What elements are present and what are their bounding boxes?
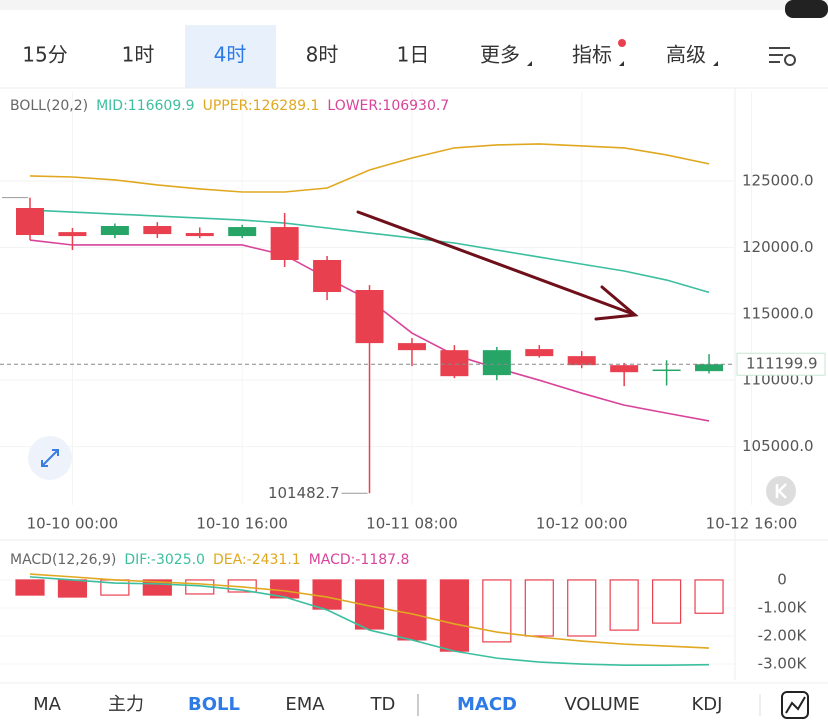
indicator-label: DEA:-2431.1 <box>213 552 301 568</box>
dropdown-caret <box>713 61 718 66</box>
candle-body <box>16 207 44 236</box>
timeframe-tab[interactable]: 1日 <box>397 43 430 67</box>
candle-body <box>228 227 257 237</box>
candle-body <box>143 225 172 235</box>
indicator-line <box>29 573 710 649</box>
candle-body <box>100 225 129 236</box>
candle-body <box>397 343 426 351</box>
x-tick-label: 10-12 16:00 <box>706 515 798 533</box>
macd-bar <box>439 579 469 652</box>
timeframe-tab[interactable]: 1时 <box>122 43 155 67</box>
trend-arrow <box>356 210 639 321</box>
candle-body <box>482 350 511 376</box>
indicator-line <box>29 209 710 294</box>
candle-body <box>270 227 299 260</box>
candle-body <box>652 369 681 372</box>
dropdown-caret <box>619 61 624 66</box>
indicator-tab[interactable]: TD <box>370 694 396 715</box>
timeframe-tab[interactable]: 8时 <box>306 43 339 67</box>
indicator-line <box>29 576 710 666</box>
status-strip <box>0 0 828 10</box>
x-tick-label: 10-11 08:00 <box>366 515 458 533</box>
macd-bar <box>609 579 639 631</box>
indicator-tab[interactable]: MACD <box>457 694 517 715</box>
indicator-label: MID:116609.9 <box>96 98 195 114</box>
indicator-label: MACD:-1187.8 <box>309 552 410 568</box>
y-tick-label: 105000.0 <box>742 437 814 455</box>
macd-bar <box>15 579 45 596</box>
candle-body <box>695 364 724 372</box>
macd-bar <box>57 579 88 598</box>
candle-body <box>525 349 554 357</box>
timeframe-tab[interactable]: 更多 <box>480 43 520 67</box>
indicator-label: BOLL(20,2) <box>10 98 88 114</box>
indicator-tab[interactable]: KDJ <box>692 694 723 715</box>
y-tick-label: 120000.0 <box>742 238 814 256</box>
y-tick-label: 125000.0 <box>742 171 814 189</box>
indicator-tab[interactable]: MA <box>33 694 62 715</box>
timeframe-tabs: 15分 1时 4时 8时 1日 更多 指标 高级 <box>22 39 718 67</box>
macd-bar <box>312 579 342 610</box>
x-tick-label: 10-10 16:00 <box>196 515 288 533</box>
timeframe-tab[interactable]: 15分 <box>22 43 67 67</box>
expand-button[interactable] <box>28 436 72 480</box>
y-tick-label: 115000.0 <box>742 304 814 322</box>
indicator-tab[interactable]: BOLL <box>188 694 240 715</box>
indicator-tab[interactable]: VOLUME <box>564 694 639 715</box>
y-tick-label: -2.00K <box>758 626 808 644</box>
macd-bar <box>694 579 724 614</box>
timeframe-tab[interactable]: 4时 <box>214 43 247 67</box>
indicator-tabs: MA 主力 BOLL EMA TD MACD VOLUME KDJ <box>33 694 722 715</box>
macd-bar <box>567 579 597 637</box>
macd-bar <box>397 579 427 641</box>
notification-dot <box>618 39 626 47</box>
price-chart: 105000.0110000.0115000.0120000.0125000.0… <box>0 92 826 533</box>
icon-line <box>785 696 806 714</box>
macd-chart: 0 -1.00K -2.00K -3.00K MACD(12,26,9) DIF:-302… <box>0 552 807 673</box>
timeframe-tab[interactable]: 指标 <box>572 43 612 67</box>
scroll-end-button[interactable] <box>766 476 796 506</box>
candle-body <box>355 290 384 344</box>
corner-shape <box>785 0 828 18</box>
chart-icon[interactable] <box>781 691 809 719</box>
x-tick-label: 10-10 00:00 <box>27 515 119 533</box>
indicator-tab[interactable]: 主力 <box>108 694 144 715</box>
button-bg <box>766 476 796 506</box>
y-tick-label: -3.00K <box>758 655 808 673</box>
price-annotation: 101482.7 <box>268 484 340 502</box>
indicator-label: UPPER:126289.1 <box>203 98 320 114</box>
x-tick-label: 10-12 00:00 <box>536 515 628 533</box>
candle-body <box>610 365 639 373</box>
button-icon <box>775 483 787 499</box>
settings-icon[interactable] <box>769 47 796 66</box>
last-price-box <box>736 352 826 376</box>
active-tab-bg <box>185 25 276 88</box>
y-tick-label: -1.00K <box>758 598 808 616</box>
macd-bar <box>524 579 554 637</box>
timeframe-tab[interactable]: 高级 <box>666 43 706 67</box>
indicator-line <box>29 143 710 193</box>
button-icon <box>41 449 59 467</box>
candle-body <box>567 356 596 366</box>
indicator-label: DIF:-3025.0 <box>124 552 205 568</box>
arrow-shaft <box>356 210 635 316</box>
candle-body <box>440 350 469 377</box>
indicator-label: MACD(12,26,9) <box>10 552 116 568</box>
y-tick-label: 0 <box>777 570 787 588</box>
indicator-label: LOWER:106930.7 <box>327 98 449 114</box>
icon-frame <box>781 691 809 719</box>
candle-body <box>185 233 214 237</box>
last-price-label: 111199.9 <box>746 355 818 373</box>
macd-bar <box>651 579 682 624</box>
icon-gear <box>784 54 796 66</box>
candle-body <box>58 232 87 237</box>
dropdown-caret <box>527 61 532 66</box>
arrow-head <box>594 285 639 321</box>
indicator-tab[interactable]: EMA <box>285 694 325 715</box>
candle-body <box>313 259 342 292</box>
